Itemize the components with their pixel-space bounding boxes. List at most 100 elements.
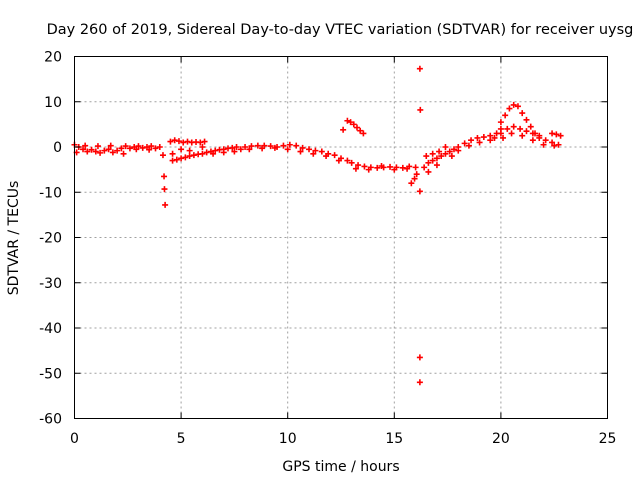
data-point — [148, 143, 155, 150]
data-point — [480, 134, 487, 141]
data-point — [182, 154, 189, 161]
y-tick-label: 0 — [53, 140, 62, 156]
data-point — [357, 127, 364, 134]
data-point — [178, 146, 185, 153]
axis-ticks — [74, 56, 608, 419]
data-point — [248, 143, 255, 150]
data-point — [436, 148, 443, 155]
data-point — [412, 164, 419, 171]
data-point — [360, 130, 367, 137]
data-point — [411, 175, 418, 182]
data-point — [387, 163, 394, 170]
data-point — [152, 145, 159, 152]
data-point — [529, 130, 536, 137]
data-point — [212, 147, 219, 154]
y-tick-label: -60 — [39, 412, 62, 428]
data-point — [167, 138, 174, 145]
data-point — [433, 162, 440, 169]
y-tick-label: -10 — [39, 185, 62, 201]
grid-lines — [74, 56, 608, 419]
data-point — [180, 139, 187, 146]
data-point — [340, 126, 347, 133]
data-point — [135, 143, 142, 150]
y-tick-label: -40 — [39, 321, 62, 337]
data-point — [519, 132, 526, 139]
data-point — [442, 150, 449, 157]
data-point — [133, 146, 140, 153]
data-point — [190, 152, 197, 159]
x-tick-label: 10 — [279, 431, 297, 447]
data-point — [438, 153, 445, 160]
data-point — [374, 164, 381, 171]
data-point — [429, 150, 436, 157]
data-point — [523, 128, 530, 135]
data-point — [186, 147, 193, 154]
data-point — [450, 146, 457, 153]
data-point — [323, 153, 330, 160]
x-axis-label: GPS time / hours — [282, 459, 399, 475]
data-point — [120, 150, 127, 157]
data-point — [299, 144, 306, 151]
data-point — [413, 171, 420, 178]
data-point — [210, 150, 217, 157]
data-point — [231, 148, 238, 155]
data-point — [199, 144, 206, 150]
data-point — [523, 116, 530, 123]
data-point — [161, 173, 168, 180]
data-point — [203, 149, 210, 156]
data-point — [184, 138, 191, 145]
data-point — [425, 168, 432, 175]
data-point — [474, 134, 481, 141]
data-point — [476, 139, 483, 146]
y-axis-label: SDTVAR / TECUs — [6, 181, 22, 296]
data-point — [344, 157, 351, 164]
data-point — [118, 145, 125, 152]
data-point — [175, 138, 182, 145]
data-point — [502, 112, 509, 119]
data-point — [506, 105, 513, 112]
data-point — [94, 143, 101, 150]
data-point — [347, 119, 354, 126]
data-point — [306, 146, 313, 153]
data-point — [293, 142, 300, 149]
data-point — [365, 166, 372, 173]
data-point — [504, 125, 511, 132]
data-point — [297, 148, 304, 155]
data-point — [527, 123, 534, 130]
y-tick-labels: 20 10 0 -10 -20 -30 -40 -50 -60 — [39, 50, 62, 428]
data-point — [555, 141, 562, 148]
data-point — [517, 125, 524, 132]
data-point — [399, 164, 406, 171]
data-point — [491, 134, 498, 141]
data-point — [540, 141, 547, 148]
data-point — [429, 157, 436, 164]
data-point — [259, 145, 266, 152]
data-point — [122, 143, 129, 150]
data-points — [71, 65, 564, 386]
data-point — [156, 144, 163, 150]
data-point — [280, 142, 287, 149]
data-point — [159, 152, 166, 159]
data-point — [284, 146, 291, 153]
data-point — [229, 144, 236, 151]
x-tick-labels: 0 5 10 15 20 25 — [70, 431, 616, 447]
data-point — [519, 110, 526, 117]
data-point — [350, 121, 357, 128]
data-point — [448, 153, 455, 160]
data-point — [344, 117, 351, 124]
data-point — [173, 156, 180, 163]
data-point — [246, 146, 253, 153]
data-point — [107, 142, 114, 149]
data-point — [549, 130, 556, 137]
data-point — [404, 165, 411, 172]
data-point — [201, 138, 208, 145]
y-tick-label: -30 — [39, 276, 62, 292]
data-point — [417, 106, 424, 113]
data-point — [416, 65, 423, 72]
data-point — [465, 142, 472, 149]
data-point — [514, 103, 521, 110]
data-point — [378, 163, 385, 170]
data-point — [446, 148, 453, 155]
data-point — [126, 145, 133, 152]
